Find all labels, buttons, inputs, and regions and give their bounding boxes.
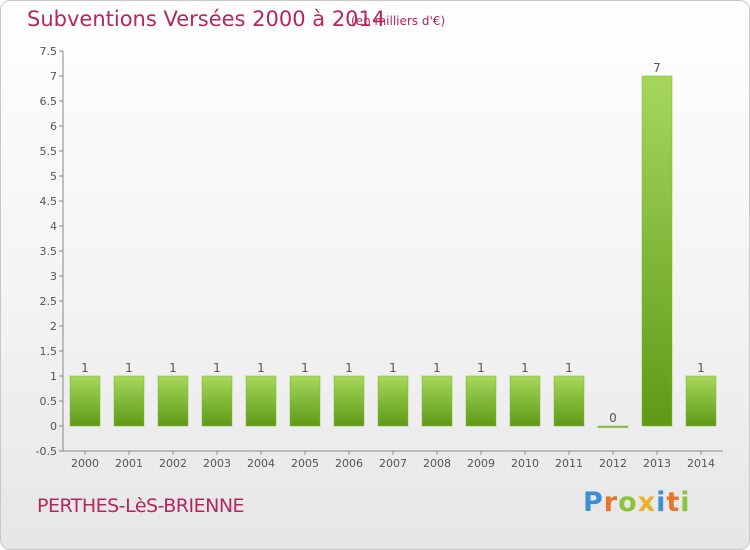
bar	[245, 375, 277, 427]
x-tick-label: 2003	[203, 457, 231, 470]
bar	[157, 375, 189, 427]
x-tick-label: 2000	[71, 457, 99, 470]
bar-value-label: 1	[301, 361, 309, 375]
bar	[465, 375, 497, 427]
logo-letter: x	[637, 487, 657, 518]
x-tick-label: 2008	[423, 457, 451, 470]
bar-value-label: 1	[257, 361, 265, 375]
bar-value-label: 0	[609, 411, 617, 425]
x-tick-label: 2004	[247, 457, 275, 470]
y-tick-label: 4	[50, 220, 57, 233]
logo-letter: P	[583, 487, 604, 518]
x-tick-label: 2014	[687, 457, 715, 470]
y-tick-label: 1.5	[40, 345, 58, 358]
bar	[333, 375, 365, 427]
x-tick-label: 2005	[291, 457, 319, 470]
bar	[113, 375, 145, 427]
bar-value-label: 1	[565, 361, 573, 375]
bar	[201, 375, 233, 427]
bar	[553, 375, 585, 427]
x-tick-label: 2013	[643, 457, 671, 470]
x-tick-label: 2010	[511, 457, 539, 470]
bar-value-label: 1	[433, 361, 441, 375]
chart-title: Subventions Versées 2000 à 2014	[27, 7, 386, 31]
y-tick-label: 0	[50, 420, 57, 433]
y-tick-label: 1	[50, 370, 57, 383]
y-tick-label: 3.5	[40, 245, 58, 258]
bar-value-label: 1	[389, 361, 397, 375]
x-tick-label: 2002	[159, 457, 187, 470]
bar-value-label: 1	[169, 361, 177, 375]
y-tick-label: 2.5	[40, 295, 58, 308]
bar-value-label: 7	[653, 61, 661, 75]
y-tick-label: 4.5	[40, 195, 58, 208]
bar	[69, 375, 101, 427]
bar-value-label: 1	[345, 361, 353, 375]
bar	[685, 375, 717, 427]
logo-letter: o	[618, 487, 638, 518]
unit-label: (en milliers d'€)	[351, 14, 446, 28]
y-tick-label: 5	[50, 170, 57, 183]
logo-letter: i	[680, 487, 691, 518]
x-tick-label: 2007	[379, 457, 407, 470]
bar	[377, 375, 409, 427]
y-tick-label: 0.5	[40, 395, 58, 408]
y-tick-label: 6.5	[40, 95, 58, 108]
x-tick-label: 2009	[467, 457, 495, 470]
bar-value-label: 1	[125, 361, 133, 375]
bar	[509, 375, 541, 427]
x-tick-label: 2011	[555, 457, 583, 470]
commune-name: PERTHES-LèS-BRIENNE	[37, 495, 245, 517]
bar-value-label: 1	[697, 361, 705, 375]
y-tick-label: 6	[50, 120, 57, 133]
bar-value-label: 1	[477, 361, 485, 375]
x-tick-label: 2006	[335, 457, 363, 470]
bar	[597, 425, 629, 428]
bar-value-label: 1	[81, 361, 89, 375]
y-tick-label: 5.5	[40, 145, 58, 158]
y-tick-label: 3	[50, 270, 57, 283]
y-tick-label: 2	[50, 320, 57, 333]
logo-letter: i	[656, 487, 667, 518]
x-tick-label: 2001	[115, 457, 143, 470]
y-tick-label: -0.5	[36, 445, 57, 458]
bar-value-label: 1	[521, 361, 529, 375]
logo-letter: r	[603, 487, 619, 518]
bar	[421, 375, 453, 427]
bar	[289, 375, 321, 427]
logo-letter: t	[666, 487, 681, 518]
proxiti-logo: Proxiti	[583, 487, 691, 518]
bar	[641, 75, 673, 427]
y-tick-label: 7.5	[40, 45, 58, 58]
y-tick-label: 7	[50, 70, 57, 83]
x-tick-label: 2012	[599, 457, 627, 470]
bar-value-label: 1	[213, 361, 221, 375]
